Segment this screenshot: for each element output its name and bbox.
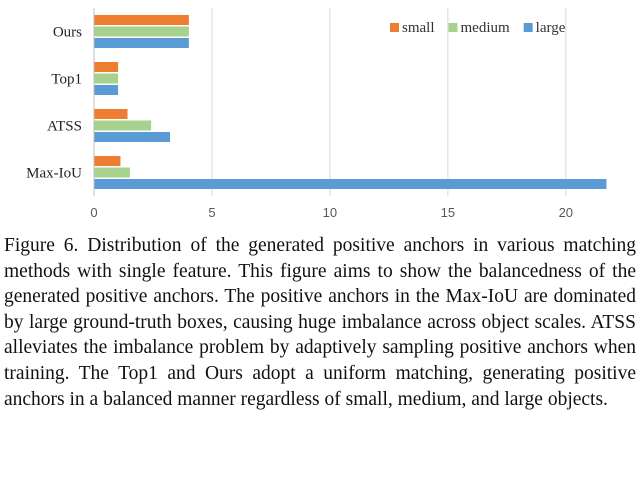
x-tick-label: 10 <box>323 205 337 220</box>
legend-label-large: large <box>536 20 566 36</box>
bar-max-iou-small <box>94 156 121 166</box>
legend-swatch-medium <box>448 23 458 32</box>
bar-ours-small <box>94 15 189 25</box>
bar-max-iou-medium <box>94 167 130 178</box>
legend-swatch-large <box>523 23 533 32</box>
bar-ours-large <box>94 38 189 48</box>
x-tick-label: 15 <box>441 205 455 220</box>
x-tick-labels: 0 5 10 15 20 <box>90 205 573 220</box>
category-label: Max-IoU <box>26 166 82 182</box>
figure-caption: Figure 6. Distribution of the generated … <box>4 235 636 410</box>
bars <box>94 15 607 189</box>
category-label: ATSS <box>47 119 82 135</box>
category-label: Ours <box>53 25 82 41</box>
bar-ours-medium <box>94 26 189 37</box>
legend-label-small: small <box>402 20 435 36</box>
x-tick-label: 20 <box>559 205 573 220</box>
x-tick-label: 0 <box>90 205 97 220</box>
grid-lines <box>211 8 567 196</box>
bar-top1-large <box>94 85 119 95</box>
legend-label-medium: medium <box>461 20 510 36</box>
bar-top1-small <box>94 62 119 72</box>
bar-max-iou-large <box>94 179 607 189</box>
category-label: Top1 <box>51 72 82 88</box>
bar-chart: Ours Top1 ATSS Max-IoU 0 5 10 15 20 small medium… <box>26 8 607 220</box>
bar-atss-small <box>94 109 128 119</box>
bar-atss-large <box>94 132 170 142</box>
legend: small medium large <box>390 20 566 36</box>
legend-swatch-small <box>390 23 399 32</box>
bar-atss-medium <box>94 120 152 131</box>
x-tick-label: 5 <box>208 205 215 220</box>
category-labels: Ours Top1 ATSS Max-IoU <box>26 25 82 182</box>
bar-top1-medium <box>94 73 119 84</box>
